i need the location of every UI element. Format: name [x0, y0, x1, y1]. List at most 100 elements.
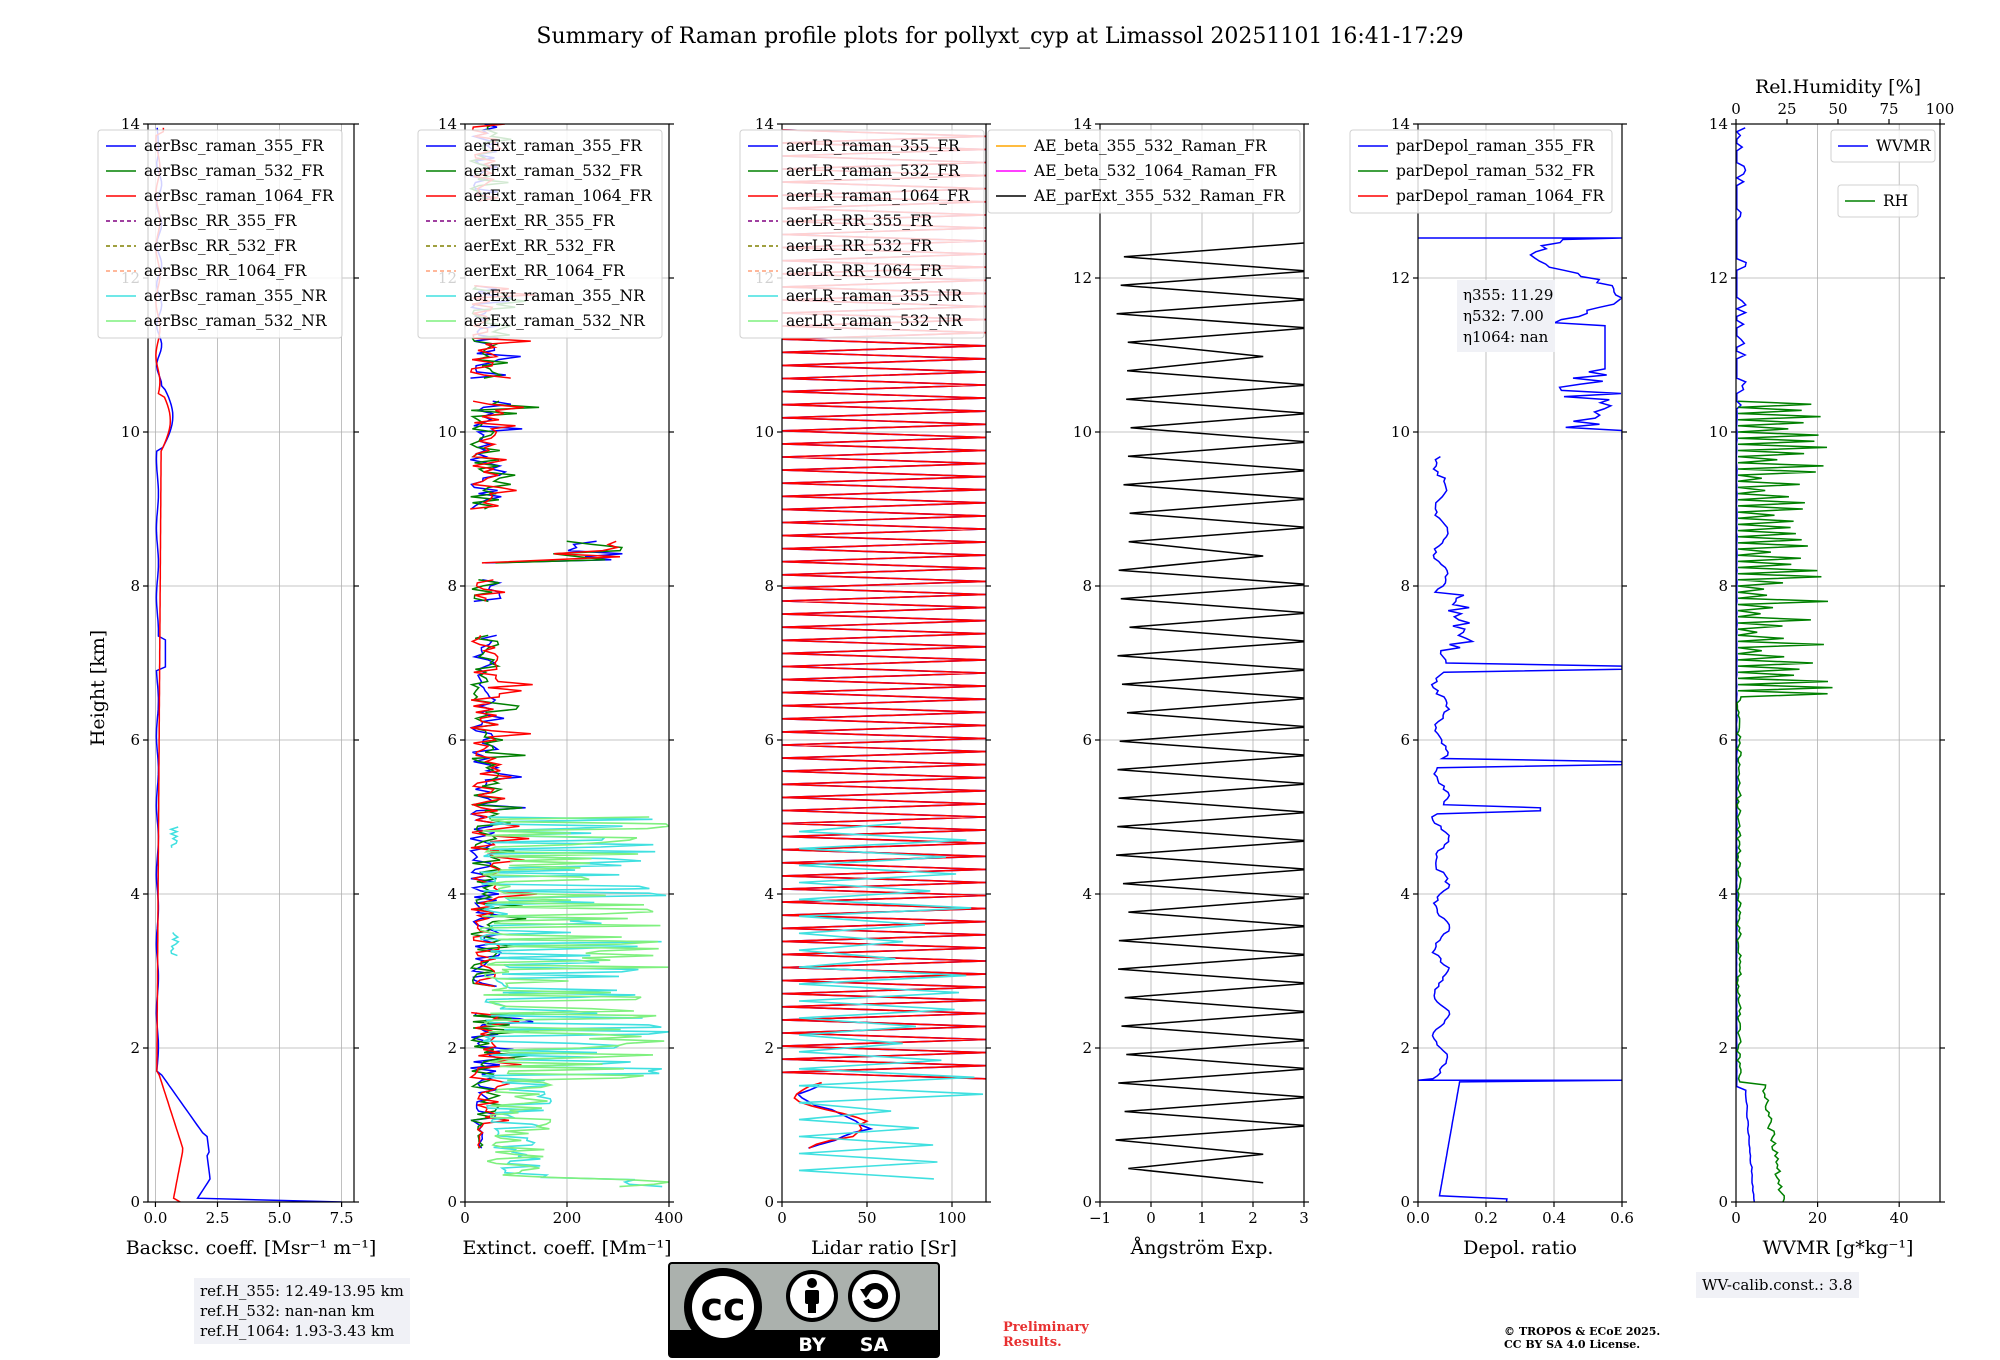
xtick-label: 200 — [553, 1209, 582, 1227]
legend-entry: AE_beta_355_532_Raman_FR — [1033, 137, 1268, 155]
series-line-AE_parExt_355_532_Raman_FR — [1115, 242, 1304, 1184]
ytick-label: 12 — [1073, 269, 1092, 287]
legend-entry: aerBsc_raman_532_FR — [144, 162, 325, 180]
legend-entry: aerBsc_raman_355_NR — [144, 287, 328, 305]
by-person-icon — [786, 1270, 838, 1322]
annotation-line: η532: 7.00 — [1463, 307, 1544, 325]
ref-heights-box: ref.H_355: 12.49-13.95 km ref.H_532: nan… — [194, 1278, 410, 1344]
series-line-parDepol_raman_355_FR — [1418, 237, 1622, 1202]
ytick-label: 2 — [447, 1039, 457, 1057]
cc-icon-text: cc — [700, 1285, 745, 1329]
series-line-WVMR — [1736, 127, 1756, 1202]
series-line-aerBsc_raman_355_NR — [168, 826, 180, 957]
legend-entry: aerExt_RR_1064_FR — [464, 262, 626, 280]
legend-entry: aerExt_raman_532_FR — [464, 162, 643, 180]
series-line-aerLR_raman_355_NR — [798, 822, 984, 1180]
top-xtick-label: 100 — [1926, 100, 1955, 118]
ytick-label: 14 — [755, 115, 774, 133]
xtick-label: 0 — [1731, 1209, 1741, 1227]
ytick-label: 14 — [438, 115, 457, 133]
axes-frame — [1735, 123, 1941, 1203]
xtick-label: 7.5 — [330, 1209, 354, 1227]
legend-entry: aerBsc_RR_355_FR — [144, 212, 298, 230]
legend-entry: aerLR_raman_355_NR — [786, 287, 964, 305]
axes-frame — [781, 123, 987, 1203]
ref-height-1064: ref.H_1064: 1.93-3.43 km — [200, 1322, 395, 1340]
legend-rh: RH — [1837, 184, 1919, 218]
legend-entry: aerLR_raman_532_FR — [786, 162, 961, 180]
legend-entry: aerLR_raman_1064_FR — [786, 187, 971, 205]
annotation-line: η1064: nan — [1463, 328, 1549, 346]
ytick-label: 8 — [1082, 577, 1092, 595]
axes-frame — [1417, 123, 1623, 1203]
ytick-label: 8 — [1718, 577, 1728, 595]
legend-entry: aerLR_raman_355_FR — [786, 137, 961, 155]
ytick-label: 10 — [1073, 423, 1092, 441]
xtick-label: 0.0 — [144, 1209, 168, 1227]
wv-calib-box: WV-calib.const.: 3.8 — [1696, 1272, 1859, 1298]
ytick-label: 14 — [1073, 115, 1092, 133]
legend-entry: aerBsc_raman_532_NR — [144, 312, 328, 330]
xtick-label: 40 — [1890, 1209, 1909, 1227]
legend-entry: AE_beta_532_1064_Raman_FR — [1033, 162, 1278, 180]
cc-icon: cc — [684, 1268, 762, 1346]
ref-height-532: ref.H_532: nan-nan km — [200, 1302, 375, 1320]
ytick-label: 14 — [1709, 115, 1728, 133]
legend-entry: aerExt_RR_355_FR — [464, 212, 616, 230]
preliminary-line-1: Preliminary — [1003, 1320, 1089, 1335]
ytick-label: 0 — [764, 1193, 774, 1211]
series-line-RH — [1736, 400, 1833, 1202]
ytick-label: 6 — [764, 731, 774, 749]
lidar-constant-annotation: η355: 11.29 η532: 7.00 η1064: nan — [1457, 280, 1555, 352]
ytick-label: 6 — [1400, 731, 1410, 749]
legend-entry: aerLR_RR_532_FR — [786, 237, 934, 255]
xtick-label: 100 — [938, 1209, 967, 1227]
legend-entry: aerBsc_raman_355_FR — [144, 137, 325, 155]
ytick-label: 2 — [1400, 1039, 1410, 1057]
legend-entry: RH — [1883, 192, 1908, 210]
xtick-label: 2 — [1248, 1209, 1258, 1227]
ref-height-355: ref.H_355: 12.49-13.95 km — [200, 1282, 404, 1300]
ytick-label: 8 — [764, 577, 774, 595]
ytick-label: 4 — [130, 885, 140, 903]
ytick-label: 0 — [130, 1193, 140, 1211]
ytick-label: 0 — [1718, 1193, 1728, 1211]
panel-3: 02468101214050100Lidar ratio [Sr]aerLR_r… — [739, 115, 991, 1259]
xlabel: Depol. ratio — [1463, 1237, 1577, 1259]
legend-entry: AE_parExt_355_532_Raman_FR — [1033, 187, 1286, 205]
series-line-aerExt_raman_1064_FR — [468, 124, 621, 1149]
legend-entry: aerBsc_raman_1064_FR — [144, 187, 335, 205]
preliminary-note: Preliminary Results. — [1003, 1320, 1089, 1350]
xtick-label: 3 — [1299, 1209, 1309, 1227]
legend-entry: parDepol_raman_1064_FR — [1396, 187, 1605, 205]
legend-entry: aerBsc_RR_532_FR — [144, 237, 298, 255]
legend-entry: WVMR — [1876, 137, 1932, 155]
xtick-label: 0.4 — [1542, 1209, 1566, 1227]
ytick-label: 4 — [764, 885, 774, 903]
legend-entry: aerLR_raman_532_NR — [786, 312, 964, 330]
xtick-label: 20 — [1808, 1209, 1827, 1227]
ytick-label: 12 — [1391, 269, 1410, 287]
legend: AE_beta_355_532_Raman_FR AE_beta_532_1064… — [987, 129, 1301, 214]
top-xtick-label: 0 — [1731, 100, 1741, 118]
series-line-aerExt_raman_355_NR — [479, 816, 669, 1188]
xlabel: Backsc. coeff. [Msr⁻¹ m⁻¹] — [126, 1237, 377, 1259]
legend-entry: aerBsc_RR_1064_FR — [144, 262, 308, 280]
ytick-label: 10 — [1391, 423, 1410, 441]
legend-entry: parDepol_raman_532_FR — [1396, 162, 1596, 180]
xtick-label: 5.0 — [268, 1209, 292, 1227]
ytick-label: 6 — [447, 731, 457, 749]
legend-entry: aerExt_raman_532_NR — [464, 312, 646, 330]
copyright-line-1: © TROPOS & ECoE 2025. — [1504, 1325, 1661, 1338]
ytick-label: 6 — [1082, 731, 1092, 749]
legend: aerLR_raman_355_FR aerLR_raman_532_FR aerL… — [739, 129, 985, 339]
ytick-label: 8 — [447, 577, 457, 595]
legend-wvmr: WVMR — [1830, 129, 1936, 163]
figure-title: Summary of Raman profile plots for polly… — [536, 24, 1463, 49]
xtick-label: 0 — [460, 1209, 470, 1227]
xtick-label: 0.6 — [1610, 1209, 1634, 1227]
ytick-label: 2 — [1082, 1039, 1092, 1057]
xlabel: WVMR [g*kg⁻¹] — [1763, 1237, 1914, 1259]
